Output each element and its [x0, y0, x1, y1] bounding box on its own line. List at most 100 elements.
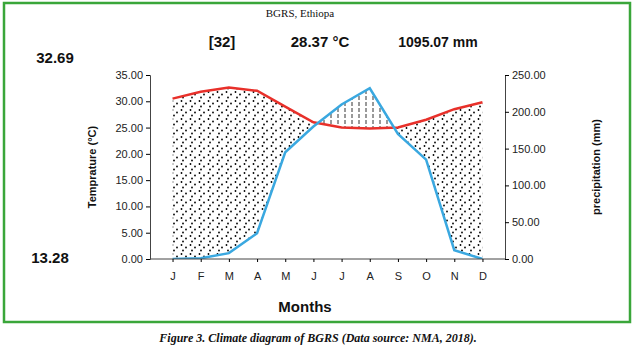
tick-label: M [281, 270, 290, 282]
axis-line [506, 76, 510, 260]
tick-label: 30.00 [115, 95, 143, 107]
x-axis: JFMAMJJASOND [150, 259, 505, 282]
tick-label: J [311, 270, 317, 282]
x-axis-title: Months [278, 298, 331, 315]
tick: J [170, 259, 176, 282]
tick-mark [313, 259, 314, 262]
y2-axis: 0.00 50.00 100.00 150.00 200.00 250.00 [505, 69, 546, 265]
title: BGRS, Ethiopa [266, 7, 335, 19]
tick: 10.00 [115, 200, 150, 212]
tick: A [367, 259, 375, 282]
tick-mark [505, 259, 509, 260]
tick-mark [342, 259, 343, 262]
tick: N [451, 259, 459, 282]
tick-mark [505, 75, 509, 76]
annotation: [32] [209, 33, 236, 50]
temperature-line [173, 88, 483, 129]
tick-label: 0.00 [512, 253, 533, 265]
tick-mark [229, 259, 230, 262]
tick-label: J [339, 270, 345, 282]
tick-label: 5.00 [122, 227, 143, 239]
tick-label: 50.00 [512, 216, 540, 228]
tick-mark [146, 128, 150, 129]
tick-mark [146, 154, 150, 155]
tick: A [254, 259, 262, 282]
tick: 20.00 [115, 148, 150, 160]
tick: S [395, 259, 402, 282]
annotation: 1095.07 mm [398, 34, 477, 50]
tick-label: 100.00 [512, 179, 546, 191]
tick-label: M [225, 270, 234, 282]
y2-axis-title: precipitation (mm) [590, 119, 602, 215]
tick-mark [426, 259, 427, 262]
tick-label: 200.00 [512, 106, 546, 118]
tick: 100.00 [505, 179, 546, 191]
tick: 15.00 [115, 174, 150, 186]
tick-mark [257, 259, 258, 262]
tick: 200.00 [505, 106, 546, 118]
annotation: 32.69 [36, 49, 74, 66]
tick: 50.00 [505, 216, 540, 228]
annotation: 28.37 °C [291, 33, 350, 50]
tick-mark [146, 75, 150, 76]
tick-mark [454, 259, 455, 262]
tick-mark [146, 259, 150, 260]
tick-mark [505, 112, 509, 113]
tick-mark [505, 222, 509, 223]
tick-label: 35.00 [115, 69, 143, 81]
tick-mark [146, 101, 150, 102]
tick: 0.00 [505, 253, 533, 265]
tick-mark [398, 259, 399, 262]
tick: F [198, 259, 205, 282]
tick-mark [146, 180, 150, 181]
tick: O [422, 259, 431, 282]
tick: M [225, 259, 234, 282]
tick-label: A [254, 270, 262, 282]
tick-mark [505, 185, 509, 186]
tick-label: A [367, 270, 375, 282]
precipitation-line [173, 88, 483, 259]
tick: M [281, 259, 290, 282]
annotation: 13.28 [31, 249, 69, 266]
axis-line [150, 259, 505, 260]
tick: 5.00 [122, 227, 150, 239]
tick: 30.00 [115, 95, 150, 107]
tick-mark [370, 259, 371, 262]
tick-label: 10.00 [115, 200, 143, 212]
tick: J [311, 259, 317, 282]
tick-label: 25.00 [115, 122, 143, 134]
tick: 0.00 [122, 253, 150, 265]
tick-label: D [479, 270, 487, 282]
tick-mark [505, 149, 509, 150]
tick-label: S [395, 270, 402, 282]
y-axis-title: Temprature (°C) [86, 125, 98, 208]
tick-mark [285, 259, 286, 262]
tick-label: 15.00 [115, 174, 143, 186]
plot-area [173, 88, 483, 259]
tick: 25.00 [115, 122, 150, 134]
tick-label: 250.00 [512, 69, 546, 81]
axis-line [146, 76, 151, 260]
tick-label: 0.00 [122, 253, 143, 265]
tick-label: N [451, 270, 459, 282]
tick: 150.00 [505, 143, 546, 155]
tick: 250.00 [505, 69, 546, 81]
tick: 35.00 [115, 69, 150, 81]
tick: D [479, 259, 487, 282]
humid-period-area [173, 88, 483, 259]
tick-label: O [422, 270, 431, 282]
tick-label: 150.00 [512, 143, 546, 155]
caption: Figure 3. Climate diagram of BGRS (Data … [158, 331, 476, 345]
y-axis: 0.00 5.00 10.00 15.00 20.00 25.00 30.00 35.00 [115, 69, 150, 265]
tick-mark [146, 206, 150, 207]
chart: 0.005.0010.0015.0020.0025.0030.0035.000.… [0, 0, 636, 352]
tick: J [339, 259, 345, 282]
tick-label: 20.00 [115, 148, 143, 160]
tick-mark [201, 259, 202, 262]
tick-label: J [170, 270, 176, 282]
frame [4, 3, 630, 322]
tick-mark [173, 259, 174, 262]
dry-period-area [173, 88, 483, 259]
tick-mark [482, 259, 483, 262]
tick-label: F [198, 270, 205, 282]
